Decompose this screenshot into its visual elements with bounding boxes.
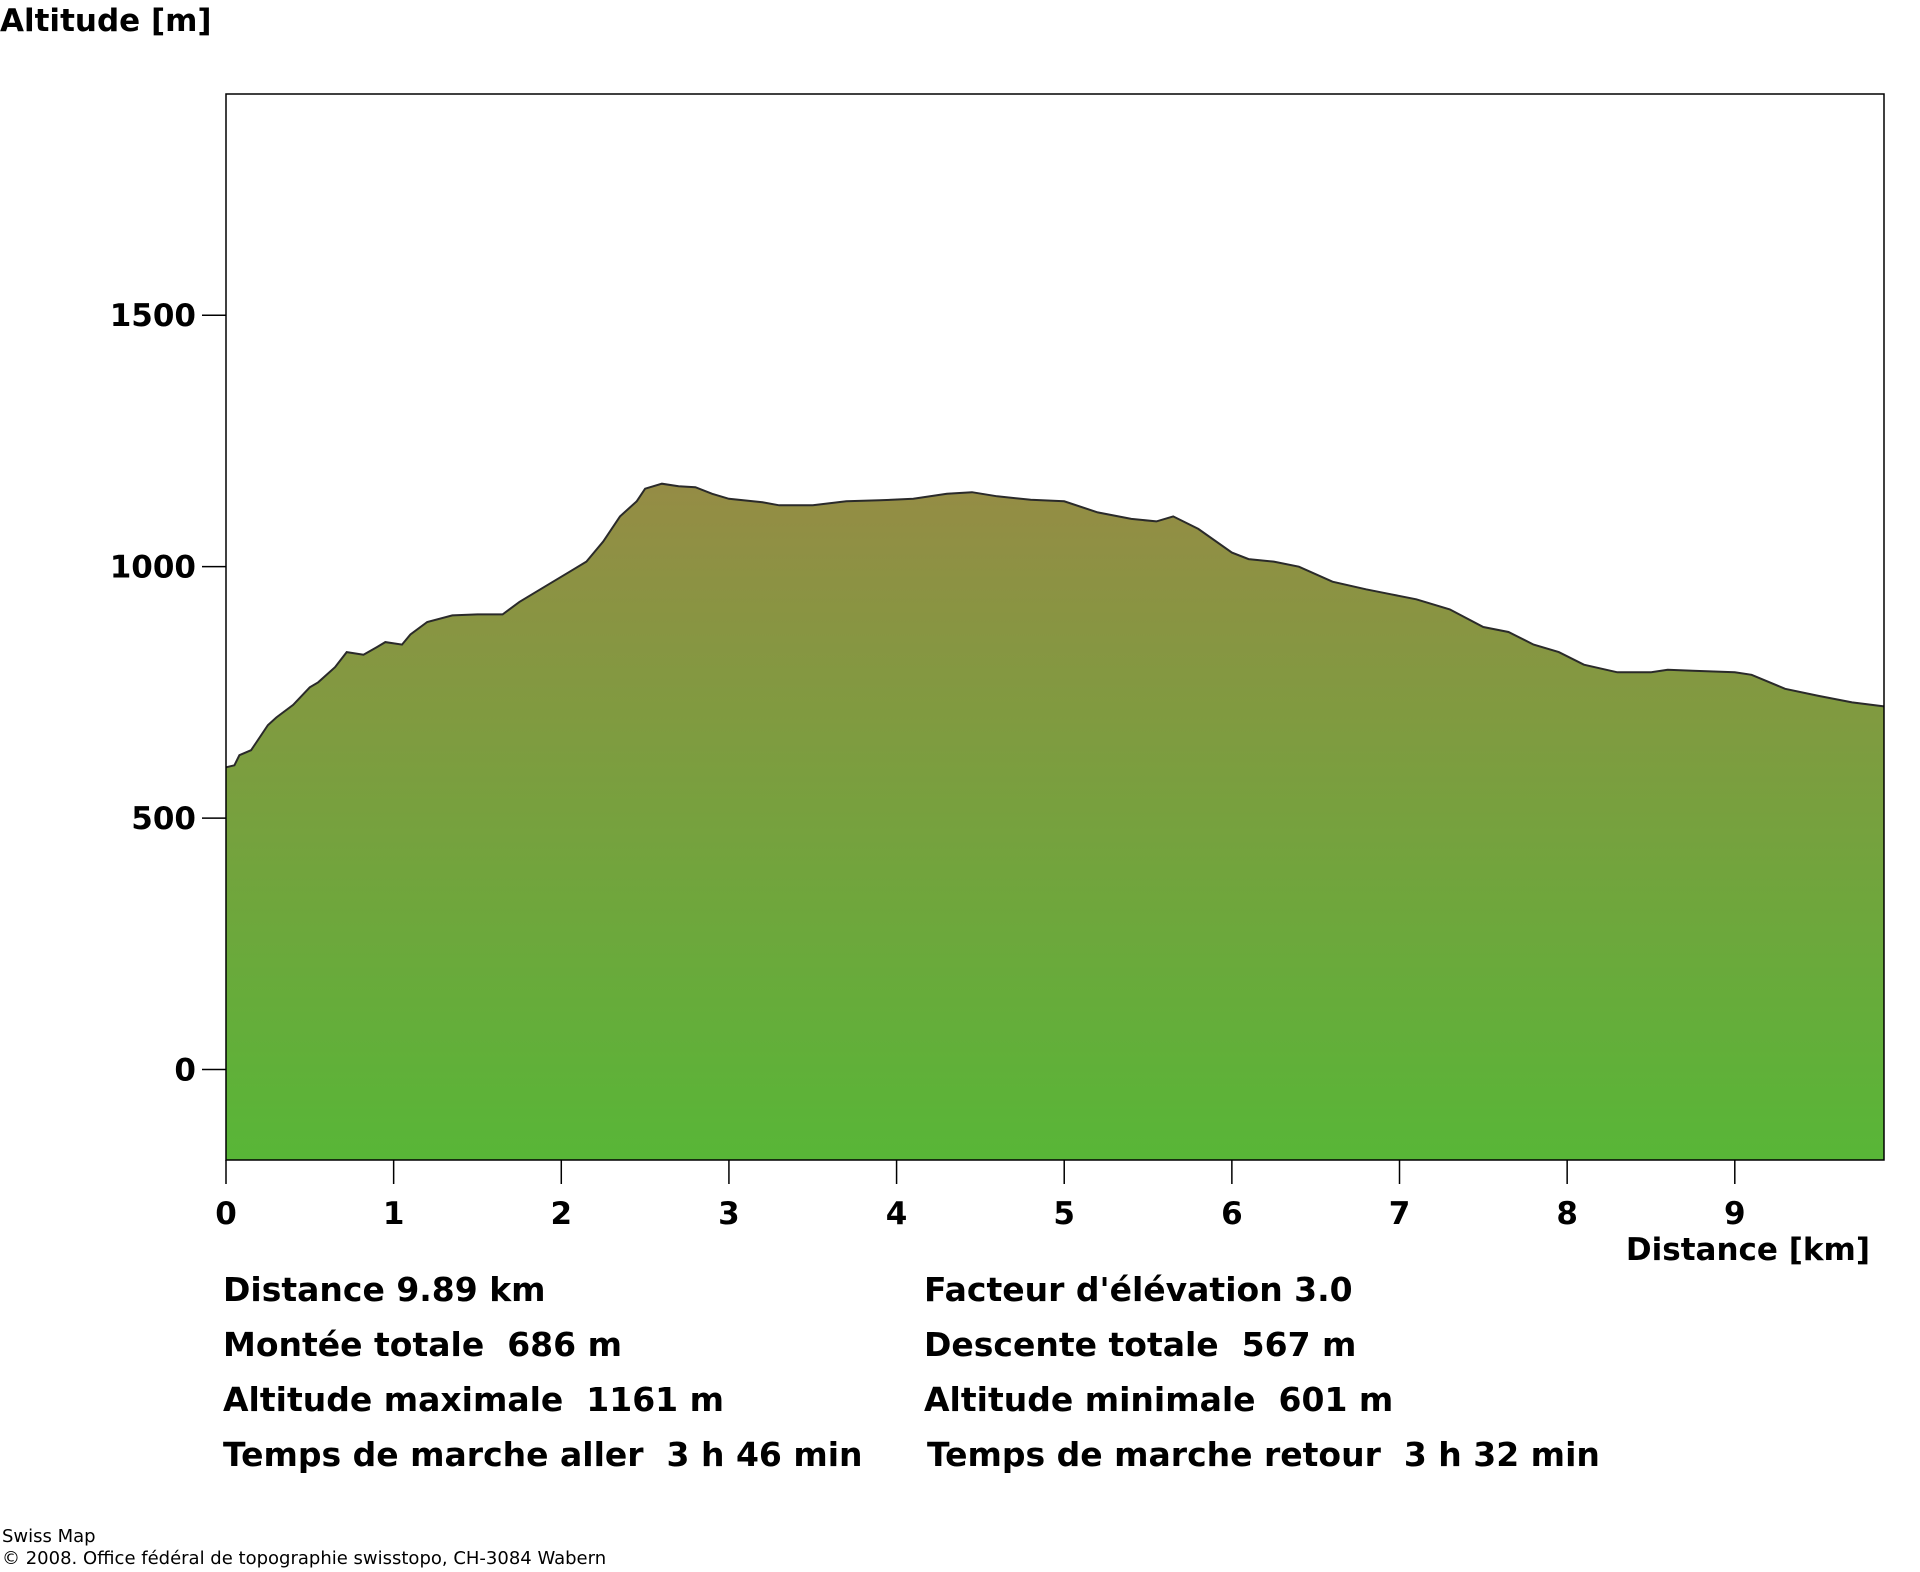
elevation-line [225, 482, 1885, 769]
footer-copyright: © 2008. Office fédéral de topographie sw… [2, 1548, 607, 1569]
plot-frame [225, 93, 1885, 1161]
x-tick-label: 9 [1724, 1196, 1746, 1232]
stat-walk-time-out: Temps de marche aller 3 h 46 min [223, 1435, 863, 1474]
y-tick-label: 0 [174, 1052, 196, 1088]
x-tick-label: 5 [1053, 1196, 1075, 1232]
x-tick-label: 0 [215, 1196, 237, 1232]
stat-distance: Distance 9.89 km [223, 1270, 546, 1309]
y-axis-label: Altitude [m] [0, 3, 212, 39]
y-tick-label: 1000 [110, 550, 196, 586]
stat-min-altitude: Altitude minimale 601 m [924, 1380, 1394, 1419]
x-axis: 0 1 2 3 4 5 6 7 8 9 [215, 1160, 1746, 1232]
footer-title: Swiss Map [2, 1526, 96, 1547]
x-tick-label: 7 [1389, 1196, 1411, 1232]
stat-max-altitude: Altitude maximale 1161 m [223, 1380, 724, 1419]
elevation-area [226, 483, 1884, 1160]
x-tick-label: 8 [1556, 1196, 1578, 1232]
x-axis-label: Distance [km] [1626, 1232, 1870, 1268]
stat-elevation-factor: Facteur d'élévation 3.0 [924, 1270, 1353, 1309]
x-tick-label: 3 [718, 1196, 740, 1232]
y-tick-label: 1500 [110, 298, 196, 334]
stat-total-ascent: Montée totale 686 m [223, 1325, 622, 1364]
y-axis: 0 500 1000 1500 [110, 298, 226, 1088]
stat-walk-time-return: Temps de marche retour 3 h 32 min [927, 1435, 1600, 1474]
x-tick-label: 1 [383, 1196, 405, 1232]
x-tick-label: 2 [550, 1196, 572, 1232]
stat-total-descent: Descente totale 567 m [924, 1325, 1357, 1364]
x-tick-label: 6 [1221, 1196, 1243, 1232]
y-tick-label: 500 [131, 801, 196, 837]
x-tick-label: 4 [886, 1196, 908, 1232]
